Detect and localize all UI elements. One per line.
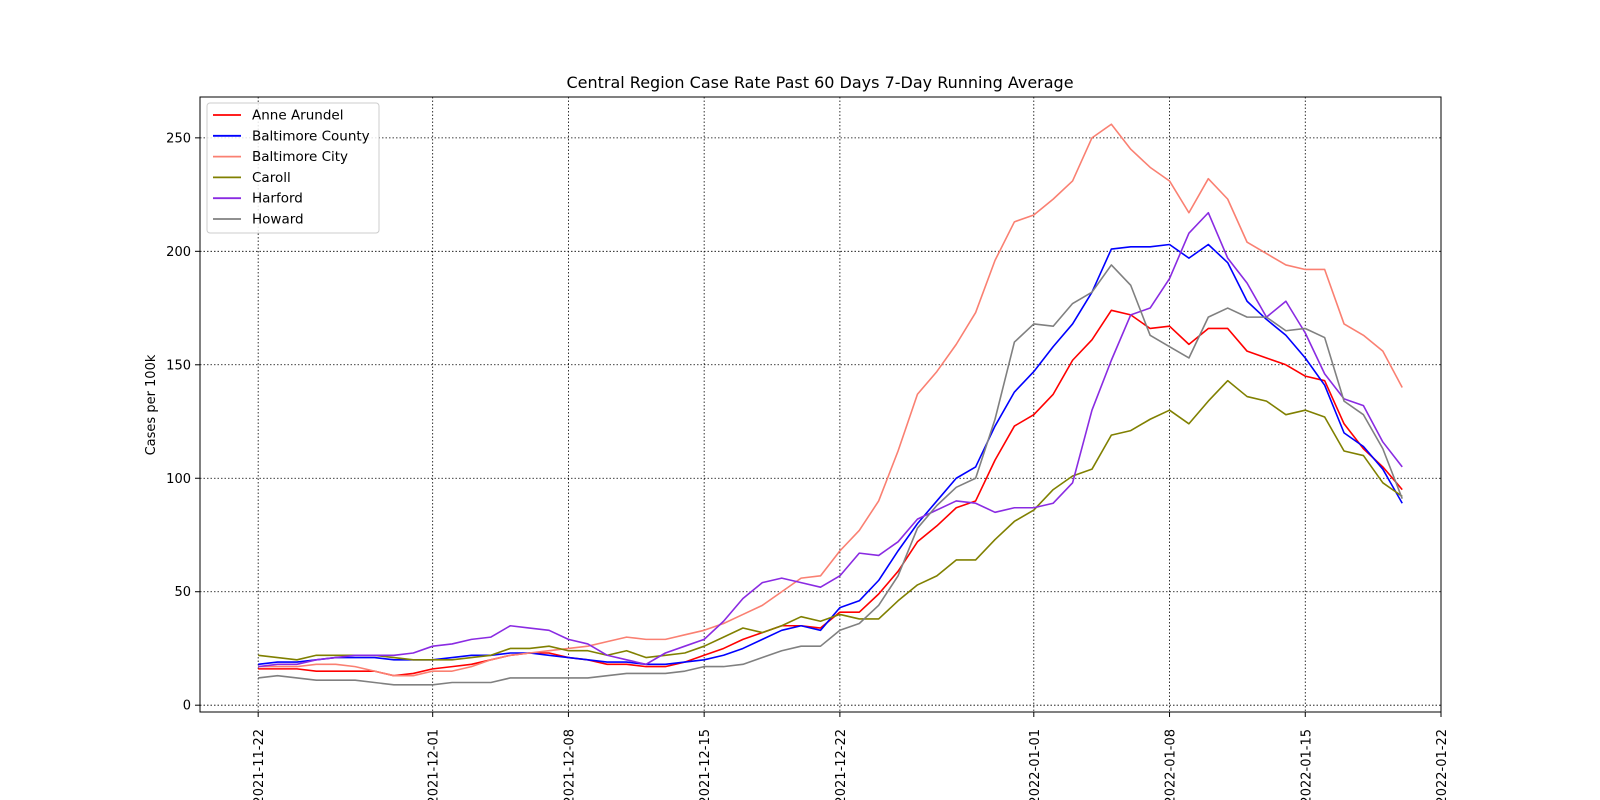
legend-label: Baltimore County: [252, 128, 370, 144]
y-axis-label: Cases per 100k: [144, 354, 159, 455]
legend-label: Anne Arundel: [252, 108, 343, 124]
y-tick-label: 50: [174, 585, 191, 600]
legend-label: Harford: [252, 191, 303, 207]
legend-box: [206, 102, 380, 234]
y-tick-label: 250: [166, 131, 191, 146]
legend: Anne Arundel Baltimore County Baltimore Ci…: [206, 102, 380, 234]
y-tick-label: 100: [166, 472, 191, 487]
x-axis: 2021-11-22 2021-12-01 2021-12-08 2021-12-15…: [252, 712, 1450, 800]
x-tick-label: 2022-01-01: [1028, 729, 1043, 800]
series-line-harford: [258, 211, 1403, 668]
grid-lines: [200, 97, 1442, 712]
legend-label: Howard: [252, 212, 304, 228]
x-tick-label: 2022-01-15: [1299, 729, 1314, 800]
legend-label: Baltimore City: [252, 149, 348, 165]
x-tick-label: 2022-01-08: [1164, 729, 1179, 800]
x-tick-label: 2021-11-22: [252, 729, 267, 800]
x-tick-label: 2022-01-22: [1435, 729, 1450, 800]
series-line-howard: [258, 264, 1403, 686]
series-line-baltimore-county: [258, 243, 1403, 666]
y-axis: 0 50 100 150 200 250: [166, 131, 200, 714]
y-tick-label: 0: [183, 699, 191, 714]
plot-area-frame: [199, 96, 1442, 713]
x-tick-label: 2021-12-22: [834, 729, 849, 800]
y-tick-label: 150: [166, 358, 191, 373]
series-line-baltimore-city: [258, 123, 1403, 677]
y-tick-label: 200: [166, 245, 191, 260]
x-tick-label: 2021-12-01: [427, 729, 442, 800]
x-tick-label: 2021-12-08: [562, 729, 577, 800]
x-tick-label: 2021-12-15: [698, 729, 713, 800]
legend-label: Caroll: [252, 170, 291, 186]
series-lines: [258, 123, 1403, 686]
chart-title: Central Region Case Rate Past 60 Days 7-…: [566, 73, 1073, 92]
series-line-caroll: [258, 379, 1403, 661]
